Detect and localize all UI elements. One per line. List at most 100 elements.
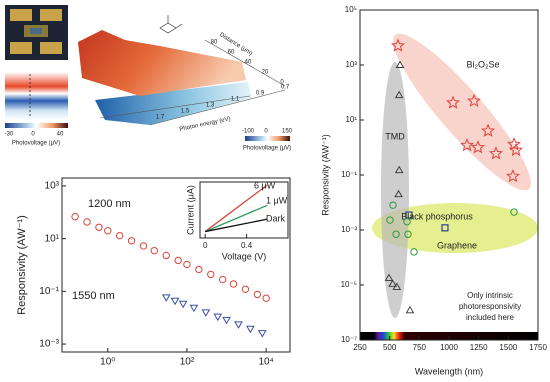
- x-tick-label: 1500: [499, 343, 517, 352]
- x-tick-label: 10⁴: [258, 357, 273, 368]
- data-point: [83, 218, 91, 226]
- distance-label: Distance (μm): [218, 32, 253, 57]
- y-tick-label: 10¹: [345, 115, 357, 124]
- x-tick-label: 750: [413, 343, 427, 352]
- x-axis-label: Wavelength (nm): [415, 366, 483, 376]
- y-axis-label: Current (μA): [185, 185, 195, 235]
- distance-tick-label: 60: [228, 50, 235, 56]
- series-line: [204, 204, 268, 233]
- annotation: Only intrinsic: [467, 291, 513, 300]
- data-point: [139, 242, 148, 250]
- y-axis-label: Responsivity (AW⁻¹): [320, 134, 330, 215]
- data-point: [506, 168, 520, 183]
- data-point: [471, 140, 485, 154]
- data-point: [234, 321, 243, 329]
- energy-tick-label: 1.7: [156, 115, 165, 121]
- series-label: TMD: [385, 131, 405, 141]
- device-image: [5, 5, 68, 60]
- x-tick-label: 500: [383, 343, 397, 352]
- x-tick-label: 1000: [440, 343, 458, 352]
- data-point: [388, 279, 397, 287]
- data-point: [394, 165, 404, 174]
- data-point: [104, 227, 112, 235]
- series-label: Black phosphorus: [401, 211, 473, 221]
- data-point: [213, 313, 223, 322]
- series-label: Bi₂O₂Se: [467, 59, 500, 69]
- energy-tick-label: 0.7: [281, 85, 290, 91]
- colorbar-label: Photovoltage (μV): [243, 146, 291, 152]
- x-axis-label: Voltage (V): [222, 251, 267, 261]
- data-point: [189, 304, 199, 313]
- distance-tick-label: 0: [280, 80, 284, 86]
- data-point: [410, 248, 418, 256]
- series-label: Dark: [266, 213, 286, 223]
- colorbar-tick-label: 150: [282, 129, 293, 135]
- data-point: [178, 300, 188, 309]
- energy-label: Photon energy (eV): [179, 116, 231, 133]
- x-tick-label: 10⁰: [100, 357, 115, 368]
- series-label: 1 μW: [266, 195, 288, 205]
- y-tick-label: 10⁻¹: [341, 170, 357, 179]
- data-point: [71, 213, 79, 221]
- data-point: [262, 294, 270, 302]
- data-point: [241, 285, 250, 293]
- data-point: [95, 223, 103, 231]
- data-point: [257, 330, 267, 338]
- data-point: [174, 256, 182, 265]
- energy-tick-label: 0.9: [256, 91, 265, 97]
- data-point: [510, 208, 518, 216]
- x-tick-label: 1750: [529, 343, 547, 352]
- plot-frame: [61, 177, 291, 353]
- data-point: [115, 231, 124, 240]
- y-tick-label: 10⁻¹: [39, 286, 59, 297]
- distance-tick-label: 80: [211, 40, 218, 46]
- data-point: [405, 305, 415, 314]
- photovoltage-map: [5, 72, 68, 128]
- distance-tick-label: 20: [262, 70, 269, 76]
- data-point: [460, 138, 474, 152]
- series-label: 6 μW: [254, 180, 276, 190]
- data-point: [395, 60, 405, 68]
- data-point: [161, 294, 171, 302]
- data-point: [195, 265, 203, 274]
- y-tick-label: 10³: [45, 181, 60, 192]
- data-point: [403, 218, 411, 226]
- annotation: included here: [466, 313, 515, 322]
- x-tick-label: 0: [203, 241, 208, 250]
- data-point: [201, 309, 211, 317]
- data-point: [183, 260, 191, 269]
- data-point: [394, 189, 403, 198]
- data-point: [253, 290, 262, 299]
- series-label: Graphene: [437, 240, 477, 250]
- y-tick-label: 10⁻⁷: [341, 335, 357, 344]
- plot-frame: [199, 181, 289, 239]
- x-tick-label: 250: [353, 343, 367, 352]
- data-point: [150, 246, 159, 255]
- data-point: [507, 137, 521, 151]
- region-ellipses: [372, 33, 538, 318]
- y-tick-label: 10⁻³: [39, 339, 59, 350]
- colorbar-tick-label: -30: [5, 132, 14, 138]
- data-point: [441, 224, 449, 232]
- x-tick-label: 1250: [470, 343, 488, 352]
- colorbar-tick-label: 0: [264, 129, 268, 135]
- colorbar-tick-label: 40: [57, 132, 64, 138]
- y-axis-label: Responsivity (AW⁻¹): [16, 215, 28, 315]
- data-point: [446, 95, 460, 109]
- colorbar-tick-label: -100: [242, 129, 255, 135]
- data-point: [384, 273, 394, 281]
- data-point: [489, 146, 503, 160]
- data-point: [405, 211, 413, 219]
- y-tick-label: 10⁻³: [341, 225, 357, 234]
- data-point: [246, 325, 255, 334]
- colorbar-label: Photovoltage (μV): [12, 141, 60, 147]
- series-line: [205, 218, 268, 233]
- energy-tick-label: 1.3: [206, 103, 215, 109]
- energy-tick-label: 1.1: [231, 97, 240, 103]
- colorbar: [245, 136, 290, 141]
- y-tick-label: 10³: [345, 60, 357, 69]
- data-point: [481, 123, 495, 137]
- data-point: [392, 230, 400, 238]
- y-tick-label: 10⁵: [345, 5, 357, 14]
